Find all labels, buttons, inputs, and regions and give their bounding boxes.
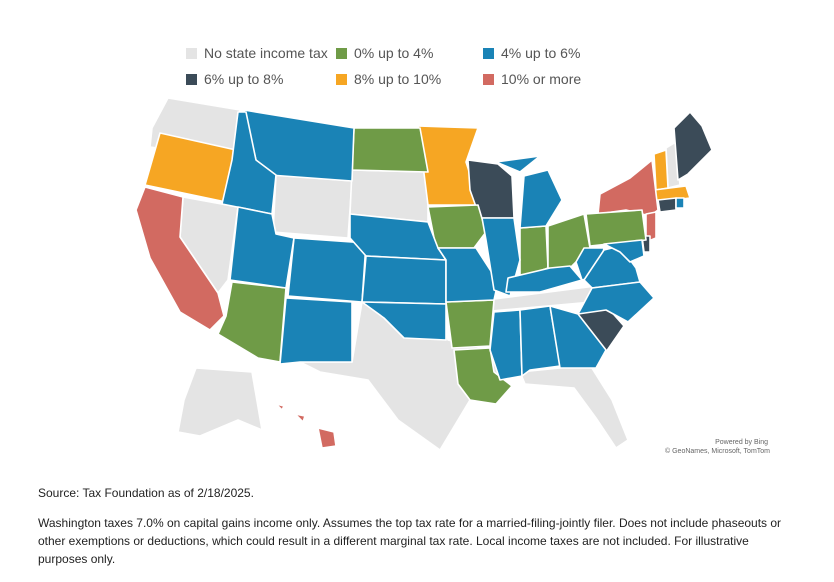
state-new-york <box>597 159 659 217</box>
state-maryland <box>603 239 645 263</box>
state-maine <box>673 111 713 181</box>
legend-label-10-plus: 10% or more <box>501 71 582 87</box>
source-text: Source: Tax Foundation as of 2/18/2025. <box>38 486 254 500</box>
legend-item-8-10: 8% up to 10% <box>336 71 483 87</box>
state-rhode-island <box>675 197 685 209</box>
state-alaska <box>177 367 263 437</box>
legend-row-2: 6% up to 8% 8% up to 10% 10% or more <box>186 66 626 92</box>
legend-item-6-8: 6% up to 8% <box>186 71 336 87</box>
map-legend: No state income tax 0% up to 4% 4% up to… <box>186 40 626 92</box>
disclaimer-text: Washington taxes 7.0% on capital gains i… <box>38 516 782 566</box>
legend-item-10-plus: 10% or more <box>483 71 623 87</box>
legend-swatch-10-plus <box>483 73 494 85</box>
state-iowa <box>427 204 487 249</box>
legend-swatch-8-10 <box>336 73 347 85</box>
state-pennsylvania <box>585 209 647 247</box>
state-alabama <box>519 305 561 377</box>
legend-row-1: No state income tax 0% up to 4% 4% up to… <box>186 40 626 66</box>
state-illinois <box>481 217 521 297</box>
legend-swatch-0-4 <box>336 47 347 59</box>
state-idaho <box>221 111 277 215</box>
legend-label-4-6: 4% up to 6% <box>501 45 581 61</box>
legend-item-no-tax: No state income tax <box>186 45 336 61</box>
us-income-tax-map <box>135 97 713 451</box>
state-oklahoma <box>361 301 447 341</box>
legend-label-8-10: 8% up to 10% <box>354 71 442 87</box>
legend-label-0-4: 0% up to 4% <box>354 45 434 61</box>
state-connecticut <box>657 197 677 213</box>
state-michigan <box>495 155 563 229</box>
legend-swatch-6-8 <box>186 73 197 85</box>
legend-swatch-4-6 <box>483 47 494 59</box>
legend-swatch-no-tax <box>186 47 197 59</box>
state-new-mexico <box>279 297 353 365</box>
state-arkansas <box>445 299 495 349</box>
us-map-svg <box>135 97 713 451</box>
attribution-powered-by: Powered by Bing <box>715 439 768 446</box>
state-south-dakota <box>349 169 429 223</box>
legend-item-4-6: 4% up to 6% <box>483 45 623 61</box>
state-missouri <box>437 247 499 303</box>
state-arizona <box>217 281 287 363</box>
state-wyoming <box>272 174 353 239</box>
state-california <box>135 186 225 331</box>
state-kansas <box>361 255 447 305</box>
state-mississippi <box>489 309 523 381</box>
legend-label-6-8: 6% up to 8% <box>204 71 284 87</box>
map-attribution: Powered by Bing © GeoNames, Microsoft, T… <box>640 438 770 456</box>
state-vermont <box>653 149 669 191</box>
legend-item-0-4: 0% up to 4% <box>336 45 483 61</box>
state-colorado <box>287 237 367 303</box>
state-north-dakota <box>351 127 429 173</box>
legend-label-no-tax: No state income tax <box>204 45 328 61</box>
attribution-credits: © GeoNames, Microsoft, TomTom <box>665 448 770 455</box>
state-new-jersey <box>645 211 657 243</box>
state-hawaii <box>275 403 337 449</box>
state-florida <box>519 364 629 449</box>
state-georgia <box>549 305 607 369</box>
